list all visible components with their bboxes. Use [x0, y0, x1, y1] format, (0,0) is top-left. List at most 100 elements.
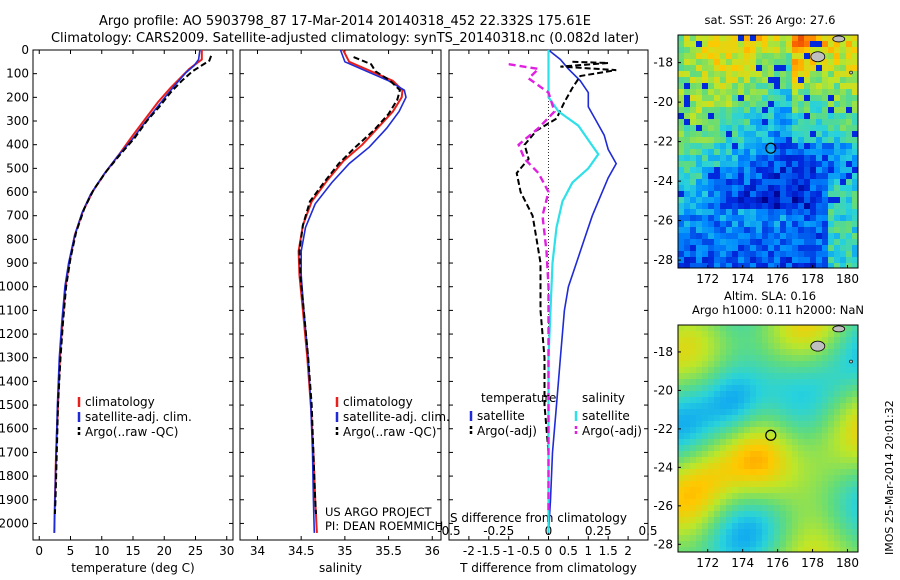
credit-line1: US ARGO PROJECT: [325, 505, 433, 519]
map-cell: [684, 427, 691, 434]
map-cell: [714, 83, 721, 90]
map-cell: [762, 511, 769, 518]
map-cell: [732, 355, 739, 362]
map-cell: [810, 149, 817, 156]
map-cell: [792, 251, 799, 258]
map-cell: [792, 499, 799, 506]
map-cell: [726, 101, 733, 108]
map-cell: [846, 47, 853, 54]
x-axis-label: salinity: [319, 561, 362, 575]
map-cell: [738, 421, 745, 428]
map-cell: [792, 59, 799, 66]
map-cell: [762, 83, 769, 90]
map-cell: [744, 41, 751, 48]
map-cell: [684, 83, 691, 90]
map-cell: [714, 143, 721, 150]
map-cell: [834, 535, 841, 542]
map-cell: [786, 451, 793, 458]
map-cell: [768, 457, 775, 464]
map-cell: [840, 221, 847, 228]
map-cell: [750, 77, 757, 84]
map-cell: [840, 251, 847, 258]
map-cell: [834, 179, 841, 186]
map-cell: [816, 547, 823, 553]
map-cell: [708, 173, 715, 180]
map-cell: [684, 325, 691, 332]
map-cell: [738, 125, 745, 132]
map-cell: [738, 493, 745, 500]
map-cell: [696, 529, 703, 536]
map-cell: [696, 499, 703, 506]
map-cell: [798, 227, 805, 234]
map-cell: [774, 59, 781, 66]
map-cell: [690, 131, 697, 138]
map-cell: [726, 203, 733, 210]
map-cell: [762, 409, 769, 416]
map-cell: [840, 155, 847, 162]
map-cell: [780, 95, 787, 102]
map-cell: [846, 541, 853, 548]
map-cell: [732, 101, 739, 108]
map-cell: [846, 481, 853, 488]
map-cell: [690, 505, 697, 512]
map-cell: [768, 65, 775, 72]
map-cell: [696, 233, 703, 240]
map-cell: [828, 203, 835, 210]
map-cell: [810, 367, 817, 374]
map-cell: [732, 209, 739, 216]
map-cell: [816, 41, 823, 48]
map-cell: [828, 89, 835, 96]
map-cell: [756, 349, 763, 356]
map-cell: [690, 47, 697, 54]
map-cell: [846, 245, 853, 252]
map-cell: [768, 257, 775, 264]
map-cell: [828, 101, 835, 108]
map-cell: [732, 233, 739, 240]
map-cell: [750, 215, 757, 222]
map-cell: [792, 209, 799, 216]
map-cell: [792, 131, 799, 138]
map-cell: [780, 209, 787, 216]
map-cell: [756, 71, 763, 78]
map-cell: [810, 245, 817, 252]
map-cell: [774, 251, 781, 258]
map-cell: [804, 173, 811, 180]
map-cell: [792, 409, 799, 416]
map-cell: [774, 511, 781, 518]
map-cell: [840, 215, 847, 222]
map-cell: [762, 215, 769, 222]
map-cell: [768, 469, 775, 476]
s-tick-label: 0.5: [638, 524, 657, 538]
map-cell: [786, 137, 793, 144]
map-cell: [804, 71, 811, 78]
map-cell: [726, 481, 733, 488]
map-cell: [810, 403, 817, 410]
map-cell: [834, 331, 841, 338]
map-cell: [690, 137, 697, 144]
map-cell: [792, 263, 799, 269]
map-cell: [816, 197, 823, 204]
map-cell: [834, 469, 841, 476]
map-cell: [804, 505, 811, 512]
map-cell: [780, 179, 787, 186]
map-cell: [744, 125, 751, 132]
map-cell: [750, 35, 757, 42]
map-cell: [810, 119, 817, 126]
map-cell: [804, 125, 811, 132]
map-cell: [792, 457, 799, 464]
map-cell: [732, 541, 739, 548]
map-cell: [732, 131, 739, 138]
map-cell: [756, 53, 763, 60]
map-cell: [846, 227, 853, 234]
map-cell: [852, 227, 859, 234]
map-cell: [852, 197, 859, 204]
map-cell: [822, 493, 829, 500]
map-cell: [690, 143, 697, 150]
map-cell: [744, 233, 751, 240]
map-cell: [840, 191, 847, 198]
map-cell: [726, 427, 733, 434]
map-cell: [696, 149, 703, 156]
map-cell: [804, 361, 811, 368]
map-cell: [798, 47, 805, 54]
map-cell: [714, 95, 721, 102]
